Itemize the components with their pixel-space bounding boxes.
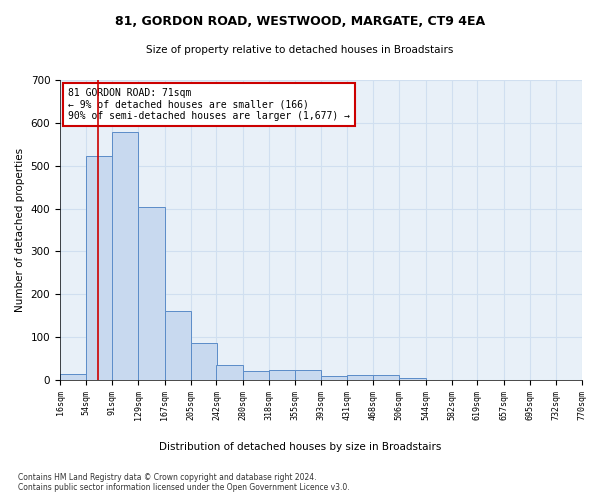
Bar xyxy=(164,311,191,380)
Bar xyxy=(60,374,86,380)
Bar xyxy=(321,376,347,380)
Bar xyxy=(138,208,164,380)
Bar xyxy=(399,378,425,380)
Bar xyxy=(269,370,295,380)
Bar xyxy=(373,375,399,380)
Y-axis label: Number of detached properties: Number of detached properties xyxy=(15,148,25,312)
Bar xyxy=(347,375,374,380)
Text: 81 GORDON ROAD: 71sqm
← 9% of detached houses are smaller (166)
90% of semi-deta: 81 GORDON ROAD: 71sqm ← 9% of detached h… xyxy=(68,88,350,120)
Text: Size of property relative to detached houses in Broadstairs: Size of property relative to detached ho… xyxy=(146,45,454,55)
Text: 81, GORDON ROAD, WESTWOOD, MARGATE, CT9 4EA: 81, GORDON ROAD, WESTWOOD, MARGATE, CT9 … xyxy=(115,15,485,28)
Bar xyxy=(243,370,269,380)
Bar xyxy=(112,132,138,380)
Bar xyxy=(217,365,243,380)
Text: Distribution of detached houses by size in Broadstairs: Distribution of detached houses by size … xyxy=(159,442,441,452)
Bar xyxy=(191,342,217,380)
Bar xyxy=(86,156,113,380)
Text: Contains HM Land Registry data © Crown copyright and database right 2024.: Contains HM Land Registry data © Crown c… xyxy=(18,472,317,482)
Text: Contains public sector information licensed under the Open Government Licence v3: Contains public sector information licen… xyxy=(18,482,350,492)
Bar xyxy=(295,370,321,380)
